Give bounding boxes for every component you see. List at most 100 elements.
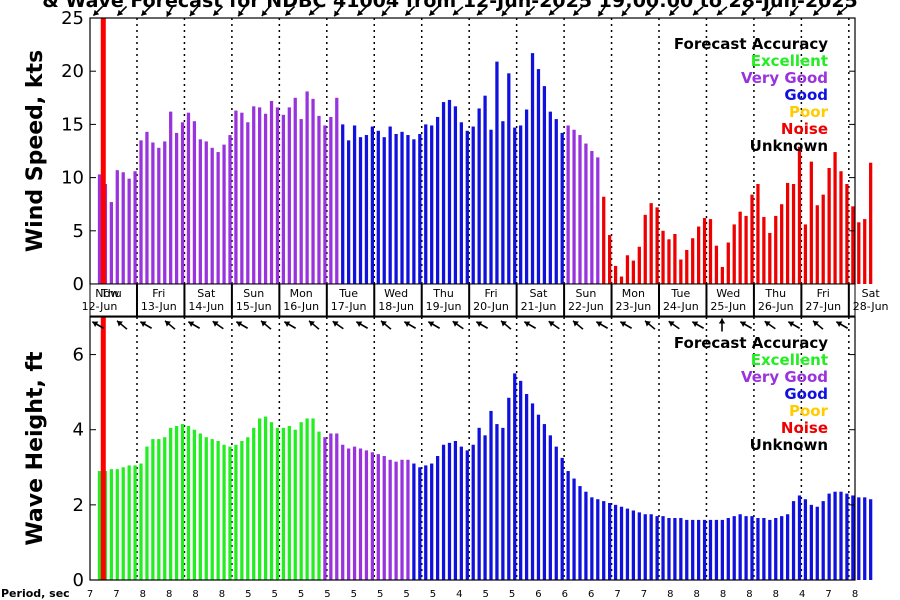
bar xyxy=(857,222,861,284)
bar xyxy=(845,493,849,580)
bar xyxy=(477,427,481,580)
direction-arrow xyxy=(452,320,464,330)
bar xyxy=(400,131,404,284)
legend-title: Forecast Accuracy xyxy=(674,35,828,53)
bar xyxy=(637,512,641,580)
direction-arrow xyxy=(308,6,320,16)
bar xyxy=(246,437,250,580)
bar xyxy=(708,219,713,284)
bar xyxy=(631,510,636,580)
bar xyxy=(109,469,113,580)
date-label: 23-Jun xyxy=(615,300,651,313)
bar xyxy=(869,162,873,284)
bar xyxy=(121,172,125,284)
direction-arrow xyxy=(644,5,656,17)
bar xyxy=(685,249,689,284)
bar xyxy=(228,135,232,284)
bar xyxy=(667,518,671,580)
period-value: 5 xyxy=(483,589,489,600)
period-value: 5 xyxy=(324,589,330,600)
bar xyxy=(269,100,274,284)
bar xyxy=(275,427,280,580)
bar xyxy=(198,433,202,580)
direction-arrow xyxy=(476,6,488,16)
legend-entry: Excellent xyxy=(751,52,828,70)
bar xyxy=(655,207,659,284)
bar xyxy=(477,108,481,284)
period-row: Period, sec 7 7 8 8 8 8 5 5 5 5 5 5 5 5 4 5 5 6 6 6 7 7 8 8 8 8 8 4 7… xyxy=(1,587,858,600)
bar xyxy=(619,506,624,580)
y-tick-label: 0 xyxy=(73,274,84,295)
bar xyxy=(655,516,659,580)
bar xyxy=(133,465,137,580)
direction-arrow xyxy=(789,5,799,17)
bar xyxy=(625,508,630,580)
period-value: 8 xyxy=(694,589,700,600)
direction-arrow xyxy=(237,5,247,17)
bar xyxy=(572,129,576,284)
direction-arrow xyxy=(166,4,174,18)
direction-arrow xyxy=(116,320,128,330)
direction-arrow xyxy=(164,320,176,330)
period-value: 8 xyxy=(746,589,752,600)
y-tick-label: 20 xyxy=(61,61,84,82)
bar xyxy=(584,143,588,284)
bar xyxy=(732,224,736,284)
period-value: 5 xyxy=(430,589,436,600)
direction-arrow xyxy=(501,5,511,17)
direction-arrow xyxy=(187,321,201,329)
bar xyxy=(329,116,333,285)
period-value: 5 xyxy=(245,589,251,600)
day-of-week-label: Tue xyxy=(338,287,358,300)
day-of-week-label: Thu xyxy=(100,287,122,300)
bar xyxy=(370,452,374,580)
bar xyxy=(174,132,179,284)
bar xyxy=(679,259,683,284)
day-label-strip: Thu12-JunFri13-JunSat14-JunSun15-JunMon1… xyxy=(82,283,889,317)
bar xyxy=(483,435,487,580)
bar xyxy=(115,170,119,284)
bar xyxy=(578,135,582,284)
bar xyxy=(643,214,647,284)
bar xyxy=(679,518,683,580)
bar xyxy=(151,142,155,284)
bar xyxy=(400,459,404,580)
direction-arrow xyxy=(92,5,104,17)
bar xyxy=(347,140,351,284)
direction-arrow xyxy=(475,321,489,329)
bar xyxy=(548,111,552,284)
bar xyxy=(631,260,636,284)
period-value: 8 xyxy=(140,589,146,600)
direction-arrow xyxy=(260,320,272,330)
period-value: 6 xyxy=(535,589,541,600)
bar xyxy=(750,516,754,580)
direction-arrow xyxy=(548,320,560,330)
direction-arrow xyxy=(812,320,824,330)
day-strip-frame xyxy=(89,283,856,317)
legend-entry: Noise xyxy=(781,120,828,138)
bar xyxy=(133,171,137,284)
direction-arrow xyxy=(595,321,609,329)
bar xyxy=(809,504,813,580)
bar xyxy=(234,444,238,580)
y-tick-label: 5 xyxy=(73,221,84,242)
bar xyxy=(127,465,131,580)
legend-entry: Excellent xyxy=(751,351,828,369)
bar xyxy=(774,215,778,284)
bar xyxy=(821,194,825,284)
bar xyxy=(109,202,113,284)
bar xyxy=(311,418,315,580)
bar xyxy=(347,448,351,580)
direction-arrow xyxy=(284,5,296,17)
bar xyxy=(661,516,665,580)
direction-arrow xyxy=(718,318,726,332)
bar xyxy=(465,450,469,580)
bar xyxy=(388,459,392,580)
bar xyxy=(483,95,487,284)
date-label: 17-Jun xyxy=(331,300,367,313)
bar xyxy=(714,519,719,580)
bar xyxy=(418,467,422,580)
date-label: 20-Jun xyxy=(473,300,509,313)
bar xyxy=(258,107,262,284)
bar xyxy=(851,495,855,580)
